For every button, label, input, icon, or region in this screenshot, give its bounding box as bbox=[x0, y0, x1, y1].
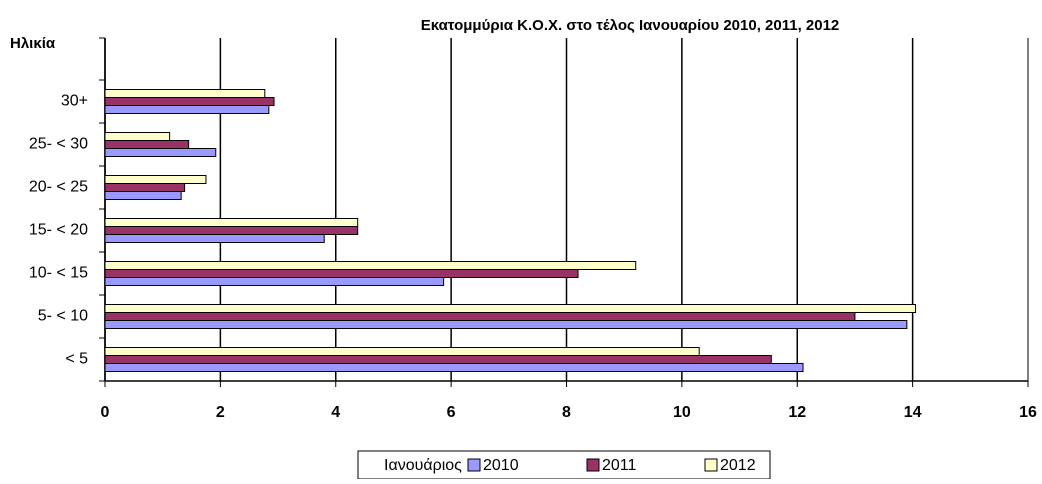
y-tick-label: 5- < 10 bbox=[38, 308, 88, 325]
bar bbox=[104, 140, 190, 149]
bar bbox=[104, 132, 171, 141]
y-axis-label: Ηλικία bbox=[10, 35, 56, 52]
legend-swatch bbox=[586, 458, 600, 472]
legend-label: 2010 bbox=[483, 457, 519, 474]
bar bbox=[104, 97, 275, 106]
bar bbox=[104, 363, 804, 372]
chart-title: Εκατομμύρια Κ.Ο.Χ. στο τέλος Ιανουαρίου … bbox=[421, 17, 840, 34]
y-tick-label: 15- < 20 bbox=[29, 222, 88, 239]
bar bbox=[104, 191, 182, 200]
bar bbox=[104, 347, 700, 356]
x-tick-label: 12 bbox=[788, 404, 806, 421]
legend-label: 2012 bbox=[720, 457, 756, 474]
bar bbox=[104, 312, 856, 321]
bar bbox=[104, 175, 207, 184]
bar bbox=[104, 148, 217, 157]
bar bbox=[104, 183, 186, 192]
x-tick-label: 14 bbox=[904, 404, 922, 421]
y-tick-label: 10- < 15 bbox=[29, 265, 88, 282]
x-tick-label: 4 bbox=[331, 404, 340, 421]
bar bbox=[104, 304, 917, 313]
bar bbox=[104, 355, 772, 364]
bar bbox=[104, 320, 908, 329]
legend-label: 2011 bbox=[602, 457, 637, 474]
y-tick-label: 30+ bbox=[61, 93, 88, 110]
bar bbox=[104, 234, 325, 243]
x-tick-label: 16 bbox=[1019, 404, 1037, 421]
bar bbox=[104, 226, 359, 235]
x-tick-label: 0 bbox=[101, 404, 110, 421]
legend-box bbox=[357, 450, 771, 480]
legend-swatch bbox=[467, 458, 481, 472]
bar bbox=[104, 105, 270, 114]
x-tick-label: 10 bbox=[673, 404, 691, 421]
y-tick-label: 25- < 30 bbox=[29, 136, 88, 153]
x-tick-label: 8 bbox=[562, 404, 571, 421]
bar bbox=[104, 261, 637, 270]
bar bbox=[104, 89, 266, 98]
y-tick-label: < 5 bbox=[65, 351, 88, 368]
bar bbox=[104, 277, 445, 286]
x-tick-label: 6 bbox=[447, 404, 456, 421]
y-tick-label: 20- < 25 bbox=[29, 179, 88, 196]
x-tick-label: 2 bbox=[216, 404, 225, 421]
bar bbox=[104, 218, 359, 227]
legend-title: Ιανουάριος bbox=[384, 457, 462, 474]
legend-swatch bbox=[704, 458, 718, 472]
bar bbox=[104, 269, 579, 278]
